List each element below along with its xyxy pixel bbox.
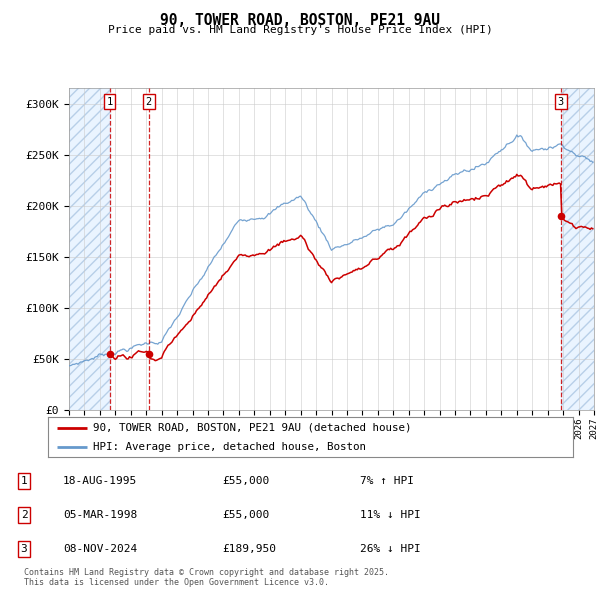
Text: 3: 3 bbox=[557, 97, 564, 107]
Text: 7% ↑ HPI: 7% ↑ HPI bbox=[360, 476, 414, 486]
Bar bbox=[561, 88, 594, 410]
Text: 08-NOV-2024: 08-NOV-2024 bbox=[63, 544, 137, 554]
Bar bbox=[561, 88, 594, 410]
Text: 1: 1 bbox=[106, 97, 113, 107]
Text: 90, TOWER ROAD, BOSTON, PE21 9AU (detached house): 90, TOWER ROAD, BOSTON, PE21 9AU (detach… bbox=[92, 422, 411, 432]
Text: 05-MAR-1998: 05-MAR-1998 bbox=[63, 510, 137, 520]
Text: £55,000: £55,000 bbox=[222, 476, 269, 486]
Bar bbox=[69, 88, 110, 410]
Text: 2: 2 bbox=[146, 97, 152, 107]
Text: 2: 2 bbox=[20, 510, 28, 520]
Text: 3: 3 bbox=[20, 544, 28, 554]
Text: 11% ↓ HPI: 11% ↓ HPI bbox=[360, 510, 421, 520]
Text: HPI: Average price, detached house, Boston: HPI: Average price, detached house, Bost… bbox=[92, 442, 365, 452]
Text: Price paid vs. HM Land Registry's House Price Index (HPI): Price paid vs. HM Land Registry's House … bbox=[107, 25, 493, 35]
Text: £55,000: £55,000 bbox=[222, 510, 269, 520]
Text: 26% ↓ HPI: 26% ↓ HPI bbox=[360, 544, 421, 554]
Text: 1: 1 bbox=[20, 476, 28, 486]
Text: Contains HM Land Registry data © Crown copyright and database right 2025.
This d: Contains HM Land Registry data © Crown c… bbox=[24, 568, 389, 587]
Text: 90, TOWER ROAD, BOSTON, PE21 9AU: 90, TOWER ROAD, BOSTON, PE21 9AU bbox=[160, 13, 440, 28]
Bar bbox=[69, 88, 110, 410]
Text: 18-AUG-1995: 18-AUG-1995 bbox=[63, 476, 137, 486]
Text: £189,950: £189,950 bbox=[222, 544, 276, 554]
